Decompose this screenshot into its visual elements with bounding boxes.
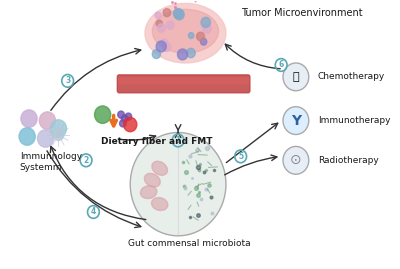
Ellipse shape [152, 9, 218, 53]
Text: Y: Y [291, 114, 301, 128]
Circle shape [283, 146, 309, 174]
Text: Tumor Microenvironment: Tumor Microenvironment [241, 8, 362, 18]
Circle shape [50, 120, 66, 137]
Circle shape [201, 17, 210, 27]
Text: 3: 3 [65, 76, 70, 85]
FancyBboxPatch shape [117, 75, 250, 93]
Text: 1: 1 [176, 136, 181, 145]
Circle shape [19, 128, 35, 145]
Text: Radiotherapy: Radiotherapy [318, 156, 379, 165]
Circle shape [163, 9, 171, 17]
Circle shape [120, 120, 126, 127]
Circle shape [53, 129, 64, 140]
Circle shape [203, 24, 211, 33]
Circle shape [21, 110, 37, 127]
Circle shape [196, 32, 204, 41]
Circle shape [124, 117, 137, 132]
Circle shape [166, 21, 174, 29]
Circle shape [174, 9, 183, 19]
Ellipse shape [152, 161, 168, 175]
Text: 6: 6 [278, 61, 284, 69]
Text: 4: 4 [91, 207, 96, 217]
Ellipse shape [145, 3, 226, 63]
Circle shape [155, 12, 161, 19]
Text: Chemotherapy: Chemotherapy [318, 72, 385, 82]
Circle shape [152, 49, 160, 58]
Circle shape [125, 113, 132, 120]
Circle shape [161, 39, 167, 46]
Circle shape [156, 41, 166, 52]
Circle shape [130, 133, 226, 236]
Circle shape [156, 20, 162, 27]
Text: 2: 2 [84, 156, 89, 165]
Circle shape [118, 111, 124, 118]
Text: Immunnology
Systemm: Immunnology Systemm [20, 152, 82, 172]
Ellipse shape [144, 173, 160, 187]
Text: Immunotherapy: Immunotherapy [318, 116, 390, 125]
Circle shape [283, 63, 309, 91]
Circle shape [174, 9, 184, 20]
Text: 💉: 💉 [292, 72, 299, 82]
Text: ⊙: ⊙ [290, 153, 302, 167]
Circle shape [38, 130, 54, 147]
Circle shape [39, 112, 56, 129]
Ellipse shape [152, 197, 168, 211]
Circle shape [121, 115, 128, 122]
Circle shape [283, 107, 309, 134]
Text: 5: 5 [238, 152, 243, 161]
Circle shape [186, 48, 195, 58]
Circle shape [188, 33, 194, 38]
Text: Dietary fiber and FMT: Dietary fiber and FMT [101, 137, 212, 146]
Circle shape [158, 24, 165, 32]
Circle shape [162, 43, 171, 51]
Text: Gut commensal microbiota: Gut commensal microbiota [128, 239, 250, 248]
Circle shape [178, 49, 188, 60]
Circle shape [200, 38, 207, 45]
Circle shape [94, 106, 111, 123]
Ellipse shape [140, 186, 157, 199]
FancyBboxPatch shape [118, 78, 249, 84]
